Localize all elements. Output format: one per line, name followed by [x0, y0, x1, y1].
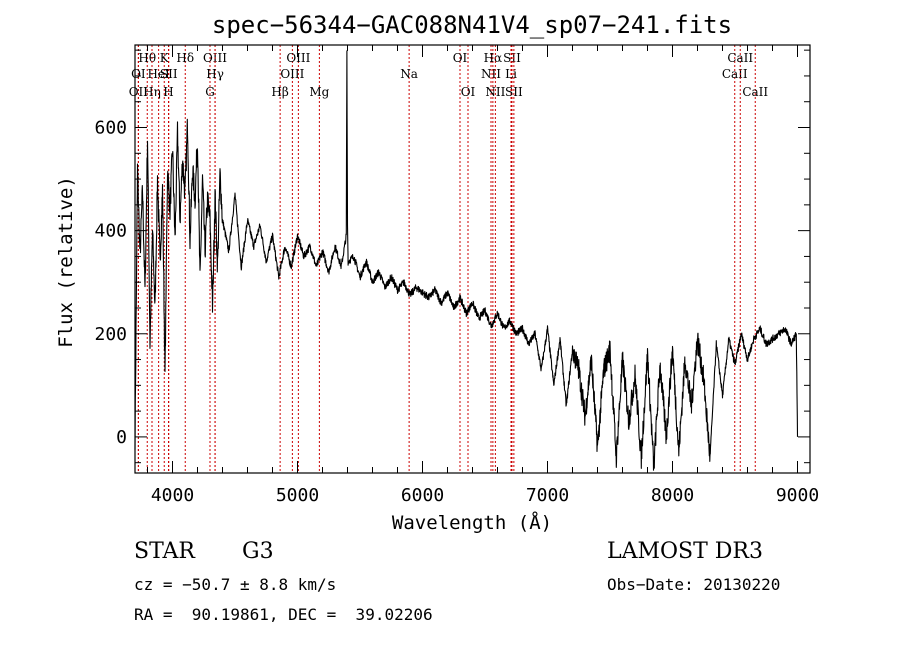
line-label-23: Li: [505, 67, 517, 81]
x-tick-label: 9000: [776, 485, 819, 506]
obs-date: Obs−Date: 20130220: [607, 575, 780, 594]
line-label-1: OI: [131, 67, 146, 81]
line-label-20: Hα: [484, 51, 503, 65]
line-label-27: CaII: [742, 85, 768, 99]
line-label-7: H: [163, 85, 173, 99]
line-label-2: Hθ: [138, 51, 156, 65]
line-label-17: OI: [453, 51, 468, 65]
plot-axes: 4000 5000 6000 7000 8000 9000 0 200 400 600: [94, 44, 819, 506]
y-tick-label: 0: [116, 427, 127, 448]
x-tick-label: 6000: [401, 485, 444, 506]
y-tick-label: 400: [94, 221, 127, 242]
line-label-13: OIII: [280, 67, 304, 81]
line-label-3: Hη: [143, 85, 161, 99]
line-label-14: OIII: [286, 51, 310, 65]
emission-line-markers: OIIOIHθHηHeIKSIIHHδGOIIIHγHβOIIIOIIIMgNa…: [129, 45, 768, 473]
spectrum-line: [134, 50, 799, 471]
redshift-text: cz = −50.7 ± 8.8 km/s: [134, 575, 336, 594]
x-axis-label: Wavelength (Å): [392, 511, 552, 534]
line-label-5: K: [160, 51, 170, 65]
line-label-22: SII: [503, 51, 521, 65]
line-label-25: CaII: [722, 67, 748, 81]
line-label-11: Hγ: [206, 67, 224, 81]
line-label-21: NII: [485, 85, 505, 99]
x-tick-label: 5000: [276, 485, 319, 506]
coordinates: RA = 90.19861, DEC = 39.02206: [134, 605, 433, 624]
x-tick-label: 7000: [526, 485, 569, 506]
line-label-8: Hδ: [176, 51, 194, 65]
line-label-16: Na: [400, 67, 418, 81]
spectrum-series: [134, 50, 799, 471]
line-label-26: CaII: [727, 51, 753, 65]
y-tick-label: 600: [94, 118, 127, 139]
object-class: STAR: [134, 539, 196, 564]
line-label-18: OI: [461, 85, 476, 99]
line-label-24: SII: [505, 85, 523, 99]
info-panel: STAR G3 LAMOST DR3 cz = −50.7 ± 8.8 km/s…: [134, 539, 780, 624]
x-tick-label: 8000: [651, 485, 694, 506]
y-axis-label: Flux (relative): [55, 176, 77, 348]
line-label-0: OII: [129, 85, 149, 99]
line-label-19: NII: [481, 67, 501, 81]
line-label-9: G: [205, 85, 215, 99]
x-tick-label: 4000: [151, 485, 194, 506]
line-label-12: Hβ: [271, 85, 288, 99]
object-subclass: G3: [242, 539, 274, 564]
plot-frame: [134, 44, 811, 474]
y-tick-label: 200: [94, 324, 127, 345]
chart-title: spec−56344−GAC088N41V4_sp07−241.fits: [212, 11, 732, 39]
survey-name: LAMOST DR3: [607, 539, 763, 564]
line-label-15: Mg: [309, 85, 329, 99]
